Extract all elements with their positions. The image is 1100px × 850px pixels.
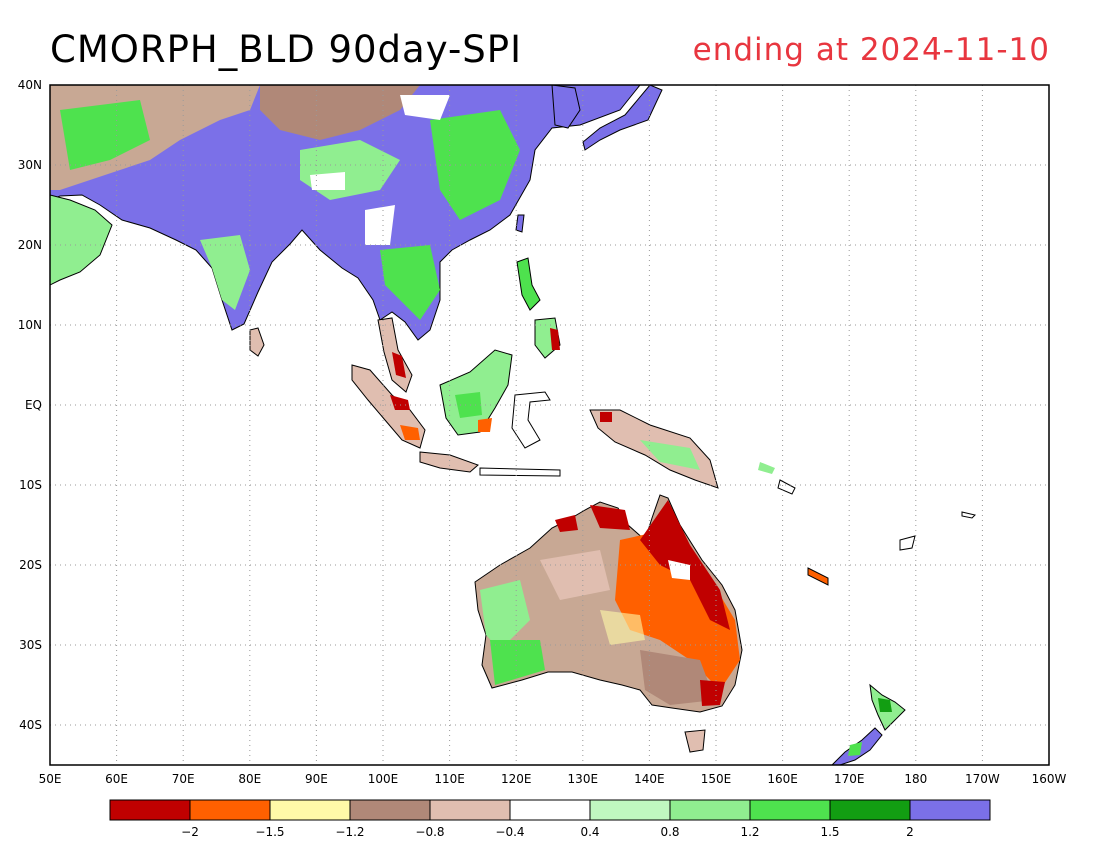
lat-tick-label: 30S — [19, 638, 42, 652]
colorbar-swatch — [589, 799, 671, 821]
sulawesi — [511, 391, 551, 449]
lon-tick-label: 170E — [834, 772, 865, 786]
japan — [582, 85, 663, 151]
lon-tick-label: 60E — [105, 772, 128, 786]
map-subtitle: ending at 2024-11-10 — [692, 32, 1050, 68]
lon-tick-label: 160W — [1032, 772, 1067, 786]
lon-tick-label: 160E — [767, 772, 798, 786]
lon-tick-label: 120E — [501, 772, 532, 786]
colorbar-label: 1.2 — [740, 825, 759, 839]
map-title: CMORPH_BLD 90day-SPI — [50, 28, 523, 71]
korea — [551, 85, 581, 129]
land-masses — [50, 85, 976, 765]
colorbar-swatch — [749, 799, 831, 821]
colorbar-label: 0.8 — [660, 825, 679, 839]
philippines-north — [516, 257, 541, 311]
arabia — [50, 194, 113, 286]
colorbar-label: −2 — [181, 825, 199, 839]
lon-tick-label: 140E — [634, 772, 665, 786]
lat-tick-label: 30N — [18, 158, 42, 172]
colorbar-swatch — [109, 799, 191, 821]
colorbar-label: −1.2 — [335, 825, 364, 839]
colorbar-swatch — [349, 799, 431, 821]
colorbar-label: −0.8 — [415, 825, 444, 839]
lon-tick-label: 110E — [434, 772, 465, 786]
colorbar-label: 0.4 — [580, 825, 599, 839]
lat-tick-label: EQ — [25, 398, 42, 412]
lon-tick-label: 90E — [305, 772, 328, 786]
colorbar-swatch — [669, 799, 751, 821]
lat-tick-label: 40S — [19, 718, 42, 732]
lat-tick-label: 10N — [18, 318, 42, 332]
lon-tick-label: 130E — [568, 772, 599, 786]
map-frame — [49, 84, 1050, 766]
colorbar-swatch — [509, 799, 591, 821]
colorbar-label: −1.5 — [255, 825, 284, 839]
sri-lanka — [249, 327, 265, 357]
colorbar-swatch — [909, 799, 991, 821]
lat-tick-label: 20N — [18, 238, 42, 252]
colorbar-label: −0.4 — [495, 825, 524, 839]
lon-tick-label: 180 — [904, 772, 927, 786]
map-gridlines — [50, 85, 1049, 765]
lat-tick-label: 10S — [19, 478, 42, 492]
latitude-labels: 40N 30N 20N 10N EQ 10S 20S 30S 40S — [18, 78, 42, 732]
colorbar — [109, 799, 991, 821]
colorbar-labels: −2 −1.5 −1.2 −0.8 −0.4 0.4 0.8 1.2 1.5 2 — [181, 825, 914, 839]
lon-tick-label: 170W — [965, 772, 1000, 786]
lat-tick-label: 40N — [18, 78, 42, 92]
colorbar-label: 1.5 — [820, 825, 839, 839]
tasmania — [684, 729, 706, 753]
lon-tick-label: 100E — [368, 772, 399, 786]
colorbar-swatch — [829, 799, 911, 821]
longitude-labels: 50E 60E 70E 80E 90E 100E 110E 120E 130E 140E 150E 1… — [39, 772, 1067, 786]
colorbar-swatch — [269, 799, 351, 821]
lat-tick-label: 20S — [19, 558, 42, 572]
colorbar-label: 2 — [906, 825, 914, 839]
lon-tick-label: 50E — [39, 772, 62, 786]
lon-tick-label: 80E — [238, 772, 261, 786]
colorbar-swatch — [429, 799, 511, 821]
lon-tick-label: 150E — [701, 772, 732, 786]
colorbar-swatch — [189, 799, 271, 821]
lon-tick-label: 70E — [172, 772, 195, 786]
taiwan — [515, 214, 525, 233]
